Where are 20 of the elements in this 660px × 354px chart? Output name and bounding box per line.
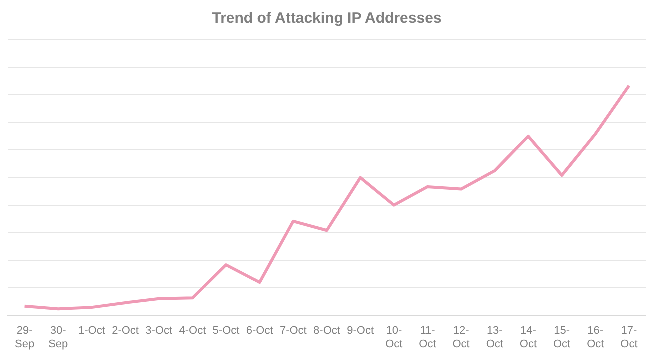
x-tick-label: 4-Oct — [179, 325, 206, 338]
x-tick-label: 10-Oct — [386, 325, 403, 350]
x-tick-label: 29-Sep — [15, 325, 35, 350]
chart-title: Trend of Attacking IP Addresses — [212, 10, 442, 28]
x-tick-label: 1-Oct — [78, 325, 106, 338]
x-tick-label: 16-Oct — [587, 325, 604, 350]
x-tick-label: 11-Oct — [419, 325, 436, 350]
x-tick-label: 8-Oct — [314, 325, 340, 338]
x-tick-label: 17-Oct — [620, 325, 638, 350]
x-tick-label: 7-Oct — [280, 325, 307, 338]
x-tick-label: 12-Oct — [452, 325, 470, 350]
x-tick-label: 14-Oct — [520, 325, 538, 350]
x-tick-label: 6-Oct — [246, 325, 274, 338]
x-tick-label: 13-Oct — [486, 325, 504, 350]
x-tick-label: 3-Oct — [146, 325, 173, 338]
x-tick-label: 30-Sep — [48, 325, 68, 350]
x-tick-label: 15-Oct — [553, 325, 571, 350]
x-tick-label: 9-Oct — [347, 325, 374, 338]
x-tick-label: 5-Oct — [212, 325, 240, 338]
x-tick-label: 2-Oct — [112, 325, 139, 338]
